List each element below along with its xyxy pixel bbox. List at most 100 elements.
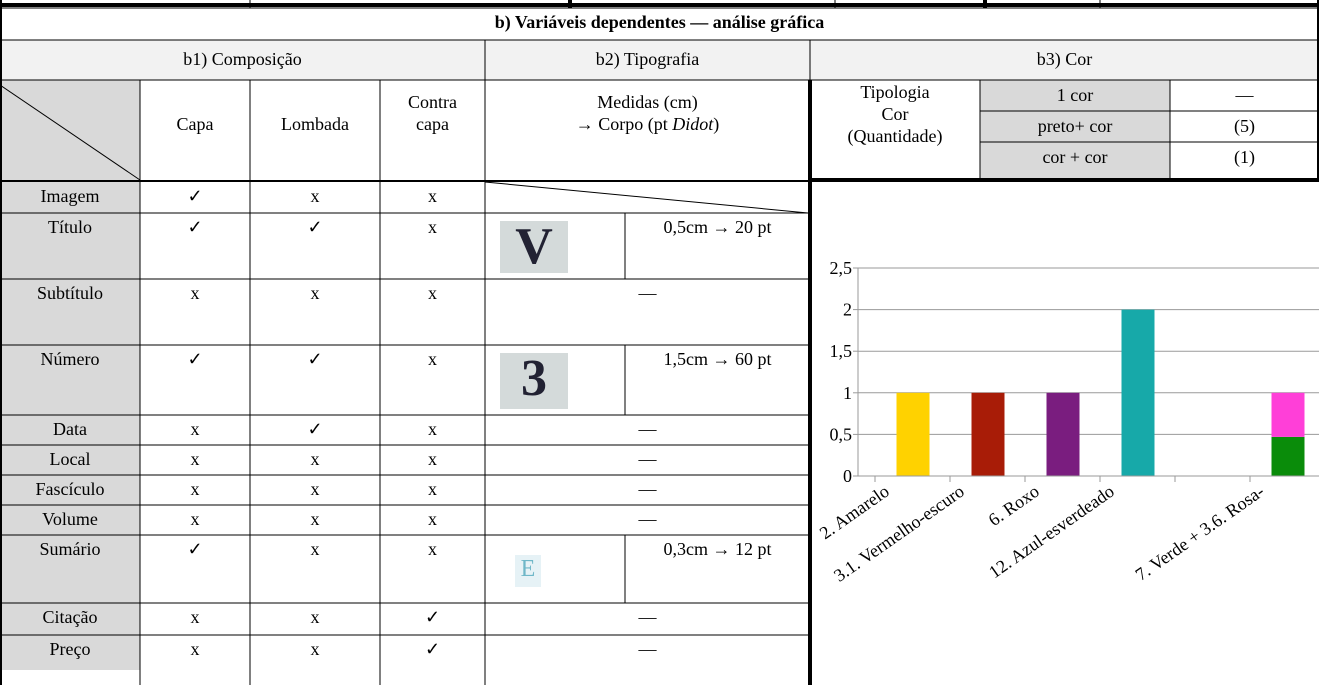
x-tick-label: 6. Roxo xyxy=(985,481,1043,530)
section-header: b3) Cor xyxy=(1036,49,1093,69)
mark: x xyxy=(190,449,200,469)
color-type: preto+ cor xyxy=(1037,116,1113,136)
y-tick-label: 0,5 xyxy=(830,424,853,444)
mark: x xyxy=(310,186,320,206)
text: → Corpo (pt xyxy=(575,114,668,134)
y-tick-label: 1 xyxy=(843,383,852,403)
mark: x xyxy=(310,539,320,559)
mark: x xyxy=(310,607,320,627)
typography: — xyxy=(638,639,657,659)
cell-bg xyxy=(0,40,1319,80)
column-header: Contra capa xyxy=(408,92,457,134)
typography-header: Medidas (cm) → Corpo (pt Didot) xyxy=(485,80,810,180)
mark: ✓ xyxy=(307,419,323,439)
mark: x xyxy=(310,639,320,659)
row-label: Volume xyxy=(42,509,98,529)
mark: x xyxy=(428,186,437,206)
mark: x xyxy=(190,639,200,659)
mark: ✓ xyxy=(187,217,203,237)
mark: x xyxy=(428,217,437,237)
mark: ✓ xyxy=(187,349,203,369)
bar xyxy=(1046,392,1080,476)
row-label: Data xyxy=(53,419,87,439)
text: Tipologia xyxy=(860,82,930,102)
color-count: — xyxy=(1235,85,1254,105)
cell-bg xyxy=(0,80,140,180)
mark: x xyxy=(310,283,320,303)
row-label: Subtítulo xyxy=(36,283,103,303)
color-header: Tipologia Cor (Quantidade) xyxy=(810,80,980,180)
color-count: (5) xyxy=(1234,116,1255,136)
typography: — xyxy=(638,509,657,529)
color-count: (1) xyxy=(1234,147,1255,167)
mark: x xyxy=(310,479,320,499)
mark: x xyxy=(310,449,320,469)
mark: x xyxy=(428,449,437,469)
mark: x xyxy=(310,509,320,529)
text: Didot xyxy=(672,114,714,134)
mark: x xyxy=(428,283,437,303)
bar xyxy=(1271,436,1305,476)
bar xyxy=(896,392,930,476)
row-label: Local xyxy=(49,449,91,469)
mark: ✓ xyxy=(187,186,203,206)
mark: ✓ xyxy=(307,217,323,237)
y-tick-label: 0 xyxy=(843,466,852,486)
row-label: Imagem xyxy=(40,186,100,206)
typography: — xyxy=(638,419,657,439)
x-tick-label: 3.1. Vermelho-escuro xyxy=(830,481,968,586)
x-tick-label: 7. Verde + 3.6. Rosa- xyxy=(1132,481,1268,585)
column-header: Capa xyxy=(176,114,214,134)
mark: x xyxy=(428,539,437,559)
cell-bg xyxy=(0,182,140,670)
bar xyxy=(1271,392,1305,437)
mark: x xyxy=(190,283,200,303)
row-label: Preço xyxy=(49,639,91,659)
mark: x xyxy=(190,479,200,499)
y-tick-label: 2 xyxy=(843,300,852,320)
y-tick-label: 1,5 xyxy=(830,341,853,361)
typography: — xyxy=(638,449,657,469)
mark: x xyxy=(190,419,200,439)
color-type: cor + cor xyxy=(1042,147,1108,167)
rule xyxy=(484,181,809,214)
measure: 0,3cm → 12 pt xyxy=(663,539,772,559)
measure: 1,5cm → 60 pt xyxy=(663,349,772,369)
mark: ✓ xyxy=(187,539,203,559)
typography: — xyxy=(638,283,657,303)
row-label: Título xyxy=(48,217,92,237)
title: b) Variáveis dependentes — análise gráfi… xyxy=(494,12,825,32)
mark: x xyxy=(428,509,437,529)
cell-bg xyxy=(980,80,1170,180)
glyph: 3 xyxy=(500,353,568,409)
text: Medidas (cm) xyxy=(597,92,698,112)
typography: — xyxy=(638,479,657,499)
y-tick-label: 2,5 xyxy=(830,258,853,278)
row-label: Citação xyxy=(42,607,98,627)
row-label: Sumário xyxy=(39,539,101,559)
row-label: Fascículo xyxy=(35,479,105,499)
x-tick-label: 12. Azul-esverdeado xyxy=(985,481,1118,582)
column-header: Lombada xyxy=(281,114,349,134)
row-label: Número xyxy=(40,349,100,369)
mark: ✓ xyxy=(424,639,441,659)
section-header: b2) Tipografia xyxy=(595,49,700,69)
mark: ✓ xyxy=(307,349,323,369)
measure: 0,5cm → 20 pt xyxy=(663,217,772,237)
mark: x xyxy=(190,509,200,529)
text: Cor xyxy=(881,104,909,124)
section-header: b1) Composição xyxy=(183,49,302,69)
mark: x xyxy=(190,607,200,627)
typography: — xyxy=(638,607,657,627)
text: ) xyxy=(713,114,720,134)
glyph: V xyxy=(500,221,568,273)
mark: x xyxy=(428,479,437,499)
mark: x xyxy=(428,349,437,369)
text: (Quantidade) xyxy=(847,126,943,146)
bar xyxy=(971,392,1005,476)
glyph: E xyxy=(515,555,541,587)
mark: ✓ xyxy=(424,607,441,627)
color-type: 1 cor xyxy=(1056,85,1094,105)
